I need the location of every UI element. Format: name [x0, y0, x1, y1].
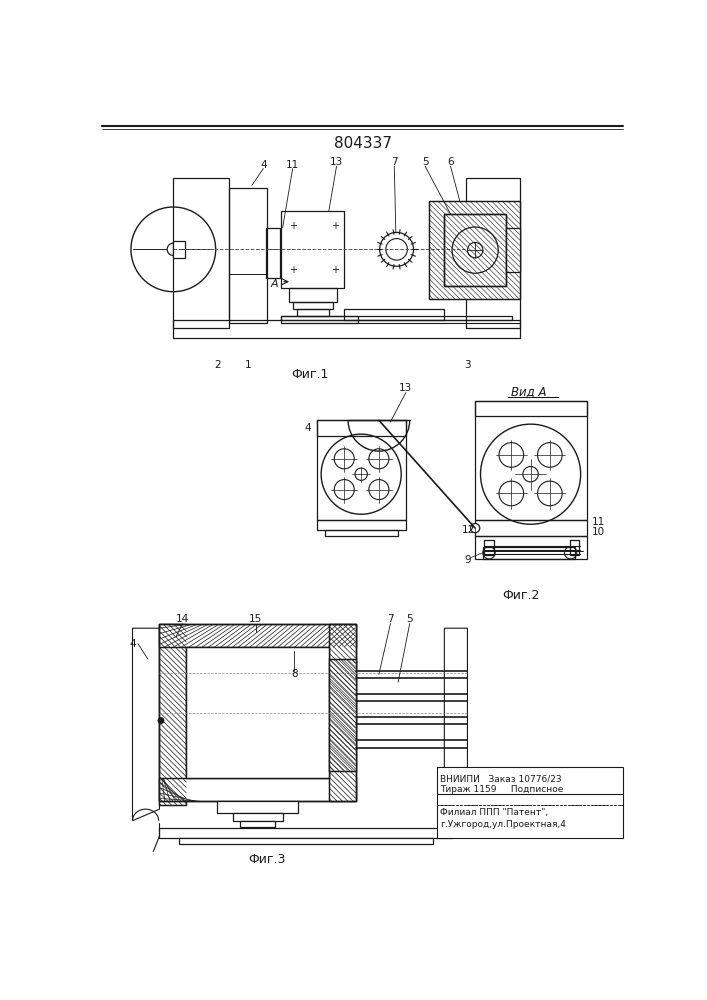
Text: 15: 15 — [249, 614, 262, 624]
Bar — [329, 624, 356, 801]
Bar — [444, 214, 506, 286]
Bar — [281, 316, 512, 320]
Circle shape — [452, 227, 498, 273]
Text: 11: 11 — [286, 160, 299, 170]
Circle shape — [471, 523, 480, 533]
Bar — [317, 420, 406, 436]
Text: Фиг.3: Фиг.3 — [249, 853, 286, 866]
Bar — [429, 201, 520, 299]
Bar — [570, 540, 579, 555]
Text: +: + — [331, 265, 339, 275]
Bar — [160, 624, 187, 805]
Bar — [296, 309, 329, 316]
Text: +: + — [289, 221, 298, 231]
Bar — [281, 316, 358, 323]
Bar — [437, 767, 623, 838]
Bar — [329, 659, 356, 771]
Bar — [484, 540, 493, 555]
Text: +: + — [331, 221, 339, 231]
Bar — [317, 520, 406, 530]
Text: 13: 13 — [399, 383, 412, 393]
Bar — [187, 647, 329, 778]
Text: А: А — [270, 279, 278, 289]
Bar — [160, 624, 356, 647]
Bar — [329, 624, 356, 801]
Text: 11: 11 — [592, 517, 605, 527]
Text: 3: 3 — [464, 360, 471, 370]
Bar — [475, 401, 587, 520]
Text: 9: 9 — [464, 555, 471, 565]
Text: ВНИИПИ   Заказ 10776/23: ВНИИПИ Заказ 10776/23 — [440, 775, 562, 784]
Text: 7: 7 — [391, 157, 397, 167]
Text: 2: 2 — [214, 360, 221, 370]
Text: 5: 5 — [422, 157, 428, 167]
Text: 10: 10 — [592, 527, 605, 537]
Bar — [344, 309, 444, 320]
Polygon shape — [444, 628, 467, 813]
Text: Фиг.1: Фиг.1 — [291, 368, 328, 381]
Bar — [475, 536, 587, 559]
Bar — [483, 547, 575, 559]
Text: 1: 1 — [245, 360, 251, 370]
Text: Филиал ППП "Патент",: Филиал ППП "Патент", — [440, 808, 549, 818]
Text: 5: 5 — [407, 614, 413, 624]
Bar — [444, 214, 506, 286]
Bar — [329, 659, 356, 771]
Bar — [173, 241, 185, 258]
Text: 14: 14 — [176, 614, 189, 624]
Bar — [187, 647, 329, 778]
Bar — [475, 401, 587, 416]
Bar — [429, 201, 520, 299]
Polygon shape — [132, 628, 160, 821]
Bar — [506, 228, 520, 272]
Bar — [288, 288, 337, 302]
Text: 4: 4 — [260, 160, 267, 170]
Bar — [281, 211, 344, 288]
Bar — [466, 178, 520, 328]
Bar — [160, 778, 356, 801]
Bar — [233, 813, 283, 821]
Text: 8: 8 — [291, 669, 298, 679]
Bar — [240, 821, 275, 827]
Bar — [266, 228, 279, 278]
Bar — [160, 778, 356, 801]
Bar — [229, 188, 267, 323]
Bar — [293, 302, 333, 309]
Text: 7: 7 — [387, 614, 394, 624]
Bar — [475, 520, 587, 536]
Bar — [217, 801, 298, 813]
Text: г.Ужгород,ул.Проектная,4: г.Ужгород,ул.Проектная,4 — [440, 820, 566, 829]
Bar — [444, 214, 506, 286]
Circle shape — [158, 718, 164, 724]
Bar — [325, 530, 398, 536]
Text: 4: 4 — [129, 639, 136, 649]
Bar — [173, 178, 229, 328]
Text: 804337: 804337 — [334, 136, 392, 151]
Text: 4: 4 — [305, 423, 311, 433]
Bar — [179, 838, 433, 844]
Bar — [160, 624, 187, 805]
Text: Фиг.2: Фиг.2 — [503, 589, 540, 602]
Text: 13: 13 — [330, 157, 343, 167]
Text: 6: 6 — [448, 157, 454, 167]
Text: +: + — [289, 265, 298, 275]
Text: Вид А: Вид А — [511, 385, 547, 398]
Bar — [160, 624, 356, 801]
Text: Тираж 1159     Подписное: Тираж 1159 Подписное — [440, 785, 564, 794]
Bar — [173, 320, 520, 338]
Bar — [160, 624, 356, 647]
Bar — [317, 420, 406, 520]
Text: 12: 12 — [462, 525, 475, 535]
Bar — [160, 828, 452, 838]
